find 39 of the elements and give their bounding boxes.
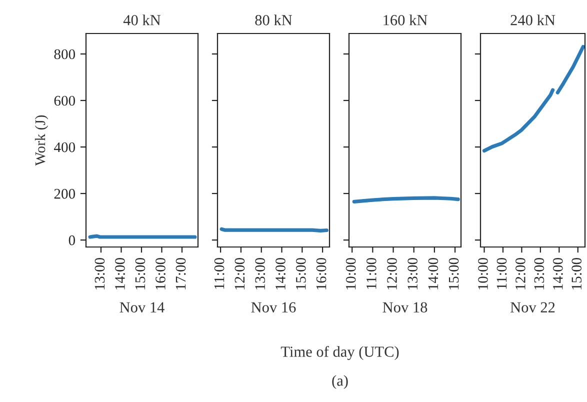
x-tick-label: 11:00	[496, 258, 507, 289]
y-axis-title: Work (J)	[34, 115, 48, 166]
x-tick-label: 12:00	[387, 258, 397, 290]
x-tick-label: 15:00	[135, 258, 146, 290]
x-tick-label: 10:00	[346, 258, 356, 290]
chart-title: 40 kN	[123, 14, 161, 26]
x-tick-label: 16:00	[316, 258, 326, 290]
x-axis-title: Nov 22	[510, 302, 555, 312]
text: Time of day (UTC)	[280, 346, 399, 360]
x-tick-label: 10:00	[478, 258, 488, 290]
x-tick-label: 16:00	[156, 258, 166, 290]
x-tick-label: 14:00	[428, 258, 438, 290]
x-tick-label: 13:00	[94, 258, 105, 290]
x-tick-label: 14:00	[276, 258, 286, 290]
x-tick-label: 15:00	[448, 258, 459, 290]
x-tick-label: 13:00	[534, 258, 544, 290]
chart-title: 240 kN	[510, 14, 556, 26]
x-tick-label: 12:00	[516, 258, 526, 290]
x-tick-label: 14:00	[552, 258, 563, 290]
x-tick-label: 11:00	[366, 258, 376, 289]
x-tick-label: 13:00	[255, 258, 266, 290]
y-tick-label: 600	[54, 96, 76, 106]
x-tick-label: 14:00	[115, 258, 125, 290]
chart-title: 160 kN	[384, 14, 428, 26]
y-tick-label: 200	[54, 188, 76, 199]
x-tick-label: 13:00	[408, 258, 418, 290]
x-tick-label: 17:00	[176, 258, 186, 290]
x-tick-label: 15:00	[572, 258, 582, 290]
x-tick-label: 12:00	[234, 258, 245, 290]
text: (a)	[332, 375, 348, 389]
y-tick-label: 800	[54, 49, 76, 60]
y-tick-label: 0	[68, 235, 76, 246]
x-axis-title: Nov 16	[251, 302, 296, 312]
x-axis-title: Nov 14	[120, 302, 164, 312]
x-axis-title: Nov 18	[382, 302, 428, 312]
chart-title: 80 kN	[255, 14, 292, 26]
y-tick-label: 400	[54, 142, 76, 152]
x-tick-label: 15:00	[296, 258, 306, 290]
x-tick-label: 11:00	[214, 258, 224, 289]
